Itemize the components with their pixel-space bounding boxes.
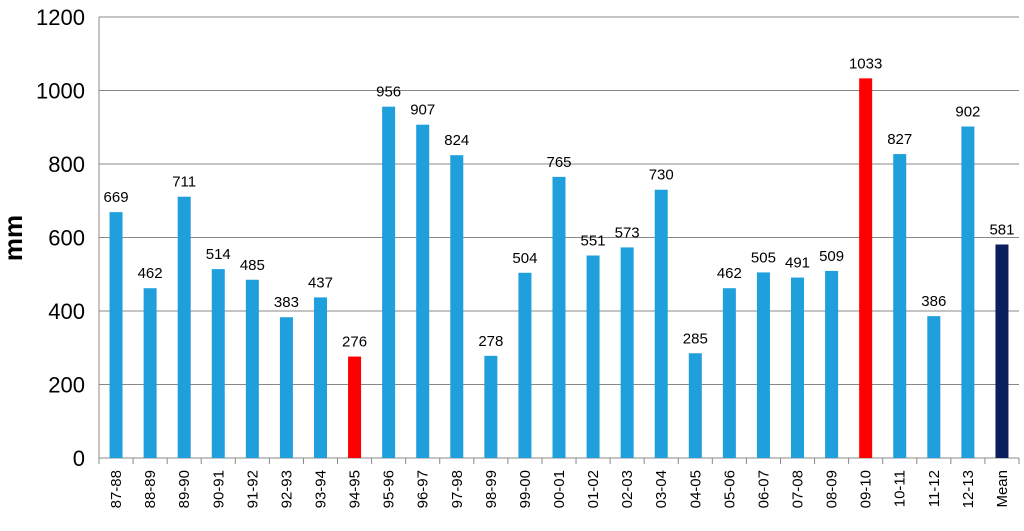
- y-tick-labels: 0 200 400 600 800 1000 1200: [36, 5, 85, 471]
- bar-02-03: [620, 247, 634, 458]
- data-label: 711: [172, 174, 196, 191]
- x-tick-labels: 87-88 88-89 89-90 90-91 91-92 92-93 93-94 94-95…: [108, 470, 1011, 508]
- bar-90-91: [211, 269, 225, 458]
- data-label: 285: [683, 330, 708, 347]
- x-tick-label: 87-88: [108, 470, 125, 508]
- bar-06-07: [756, 272, 770, 458]
- y-tick-label: 800: [48, 152, 85, 177]
- bar-93-94: [313, 297, 327, 458]
- x-tick-label: 98-99: [483, 470, 500, 508]
- x-tick-label: 95-96: [381, 470, 398, 508]
- bar-mean: [995, 244, 1009, 458]
- data-label: 956: [376, 84, 401, 101]
- bar-96-97: [416, 124, 430, 459]
- data-label: 1033: [849, 55, 882, 72]
- y-tick-label: 400: [48, 299, 85, 324]
- x-tick-label: 97-98: [449, 470, 466, 508]
- x-tick-label: 08-09: [824, 470, 841, 508]
- bar-04-05: [688, 353, 702, 458]
- bar-11-12: [927, 316, 941, 458]
- bar-01-02: [586, 255, 600, 458]
- data-label: 276: [342, 334, 367, 351]
- data-label: 902: [955, 104, 980, 121]
- y-tick-label: 600: [48, 226, 85, 251]
- data-label: 462: [138, 265, 163, 282]
- bar-94-95: [348, 356, 362, 458]
- x-tick-label: 96-97: [415, 470, 432, 508]
- data-label: 505: [751, 249, 776, 266]
- bar-05-06: [722, 288, 736, 458]
- data-label: 383: [274, 294, 299, 311]
- y-tick-label: 200: [48, 373, 85, 398]
- bar-10-11: [893, 154, 907, 458]
- x-tick-label: 89-90: [176, 470, 193, 508]
- x-tick-label: 04-05: [687, 470, 704, 508]
- data-label: 514: [206, 246, 231, 263]
- x-tick-label: 94-95: [347, 470, 364, 508]
- data-label: 462: [717, 265, 742, 282]
- data-label: 573: [615, 224, 640, 241]
- x-tick-label: 00-01: [551, 470, 568, 508]
- x-tick-label: 06-07: [755, 470, 772, 508]
- x-tick-label: 10-11: [892, 470, 909, 507]
- y-tick-label: 1200: [36, 5, 85, 30]
- data-label: 730: [649, 167, 674, 184]
- data-label: 509: [819, 248, 844, 265]
- bar-12-13: [961, 126, 975, 458]
- x-tick-label: Mean: [994, 470, 1011, 508]
- data-label: 491: [785, 255, 810, 272]
- y-axis-label: mm: [0, 215, 28, 261]
- bars: [109, 78, 1009, 459]
- data-label: 437: [308, 274, 333, 291]
- x-tick-label: 11-12: [926, 470, 943, 507]
- bar-87-88: [109, 212, 123, 458]
- x-tick-label: 03-04: [653, 470, 670, 508]
- x-tick-label: 01-02: [585, 470, 602, 508]
- data-labels: 669 462 711 514 485 383 437 276 956 907 824 278 504 7…: [104, 55, 1015, 350]
- bar-88-89: [143, 288, 157, 458]
- data-label: 504: [512, 250, 537, 267]
- data-label: 765: [546, 154, 571, 171]
- data-label: 827: [887, 131, 912, 148]
- x-tick-label: 88-89: [142, 470, 159, 508]
- bar-07-08: [791, 277, 805, 458]
- data-label: 551: [581, 233, 606, 250]
- y-tick-label: 0: [73, 446, 85, 471]
- data-label: 581: [989, 221, 1014, 238]
- data-label: 669: [104, 189, 129, 206]
- bar-00-01: [552, 176, 566, 459]
- y-tick-label: 1000: [36, 79, 85, 104]
- bar-89-90: [177, 196, 191, 458]
- data-label: 386: [921, 293, 946, 310]
- data-label: 824: [444, 132, 469, 149]
- x-tick-label: 02-03: [619, 470, 636, 508]
- data-label: 907: [410, 102, 435, 119]
- bar-03-04: [654, 189, 668, 458]
- x-tick-label: 07-08: [790, 470, 807, 508]
- bar-92-93: [279, 317, 293, 458]
- x-tick-label: 92-93: [278, 470, 295, 508]
- bar-98-99: [484, 355, 498, 458]
- x-tick-label: 91-92: [244, 470, 261, 508]
- bar-91-92: [245, 279, 259, 458]
- x-tick-label: 09-10: [858, 470, 875, 508]
- bar-08-09: [825, 270, 839, 458]
- data-label: 485: [240, 257, 265, 274]
- x-tick-label: 99-00: [517, 470, 534, 508]
- data-label: 278: [478, 333, 503, 350]
- bar-09-10: [859, 78, 873, 458]
- x-tick-label: 05-06: [721, 470, 738, 508]
- bar-97-98: [450, 155, 464, 458]
- x-tick-label: 93-94: [312, 470, 329, 508]
- x-tick-label: 90-91: [210, 470, 227, 508]
- bar-95-96: [382, 106, 396, 459]
- x-tick-label: 12-13: [960, 470, 977, 508]
- bar-99-00: [518, 272, 532, 458]
